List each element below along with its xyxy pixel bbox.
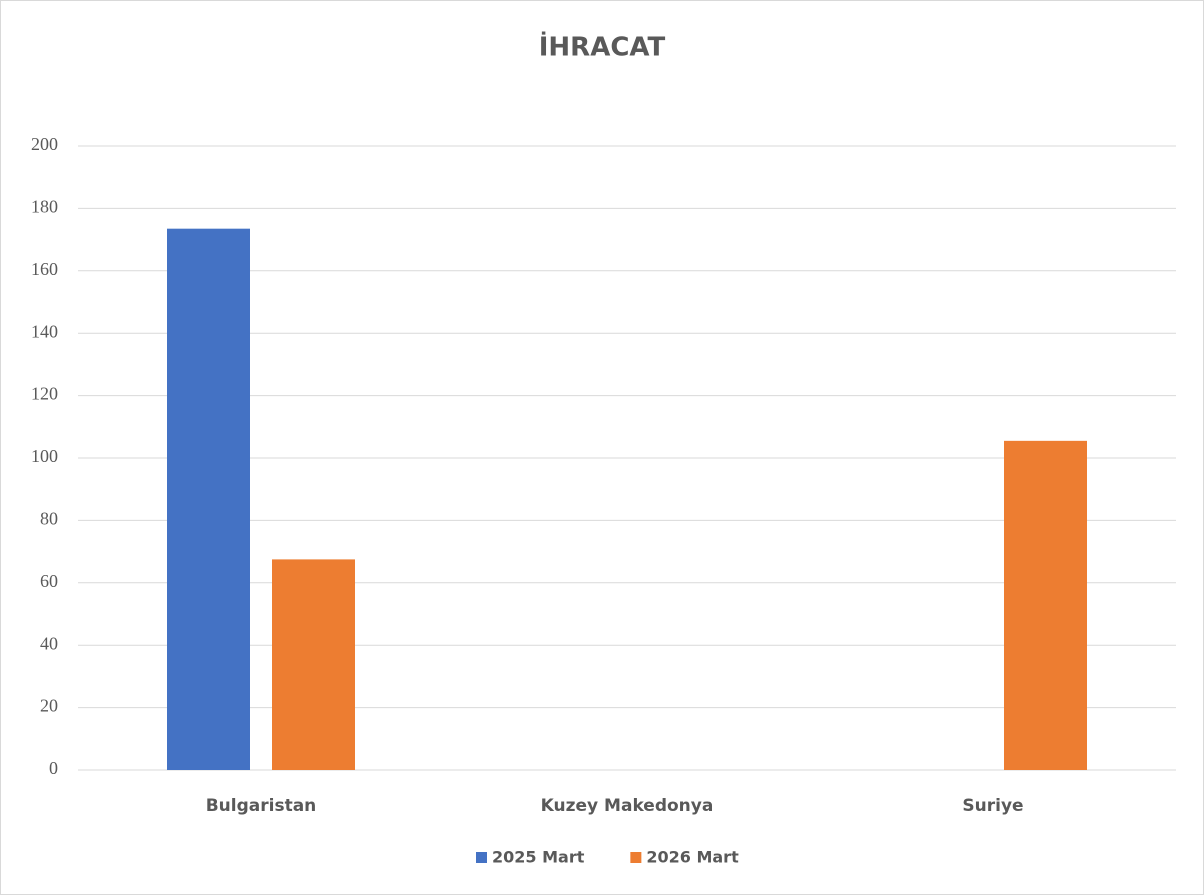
legend-label: 2025 Mart xyxy=(492,848,585,867)
y-tick-label: 40 xyxy=(40,633,58,653)
bar xyxy=(272,559,355,770)
x-tick-label: Kuzey Makedonya xyxy=(541,796,714,816)
y-tick-label: 20 xyxy=(40,696,58,716)
y-tick-label: 100 xyxy=(31,446,58,466)
legend-swatch xyxy=(630,852,642,863)
y-tick-label: 140 xyxy=(31,321,58,341)
y-tick-label: 60 xyxy=(40,571,58,591)
bar xyxy=(1004,440,1087,770)
y-tick-label: 180 xyxy=(31,197,58,217)
x-tick-label: Suriye xyxy=(962,796,1023,816)
legend-label: 2026 Mart xyxy=(646,848,739,867)
legend-swatch xyxy=(476,852,487,863)
y-tick-label: 160 xyxy=(31,259,58,279)
x-tick-label: Bulgaristan xyxy=(206,796,317,816)
y-tick-label: 0 xyxy=(49,758,58,778)
chart-title: İHRACAT xyxy=(539,31,666,63)
bar xyxy=(167,228,250,770)
y-tick-label: 80 xyxy=(40,509,58,529)
y-tick-label: 120 xyxy=(31,384,58,404)
y-tick-label: 200 xyxy=(31,134,58,154)
